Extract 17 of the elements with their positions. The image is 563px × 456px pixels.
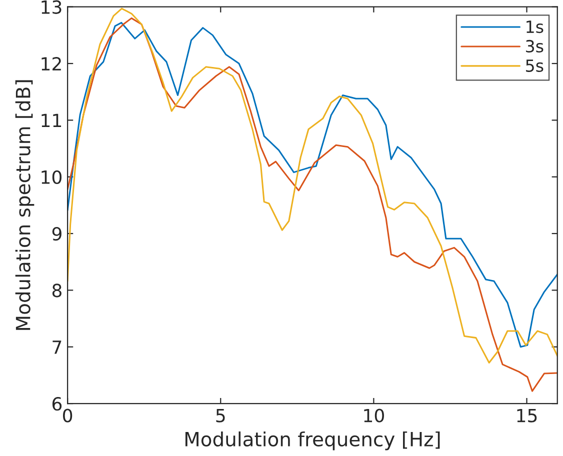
y-tick-label: 10 xyxy=(42,170,62,184)
legend-label: 1s xyxy=(526,20,544,34)
x-tick-label: 10 xyxy=(364,408,384,422)
y-tick-label: 13 xyxy=(42,0,62,14)
legend-label: 5s xyxy=(526,60,544,72)
x-tick-label: 0 xyxy=(63,408,72,422)
y-tick-label: 11 xyxy=(42,114,62,128)
y-tick-label: 8 xyxy=(52,284,62,298)
y-tick-label: 7 xyxy=(52,340,62,354)
y-tick-label: 12 xyxy=(42,56,61,70)
x-tick-label: 5 xyxy=(216,408,225,422)
y-tick-label: 9 xyxy=(52,226,62,241)
x-tick-label: 15 xyxy=(517,408,537,422)
y-tick-label: 6 xyxy=(52,397,62,411)
y-axis-title: Modulation spectrum [dB] xyxy=(15,80,34,330)
x-axis-title: Modulation frequency [Hz] xyxy=(185,431,440,450)
legend-label: 3s xyxy=(526,40,544,53)
